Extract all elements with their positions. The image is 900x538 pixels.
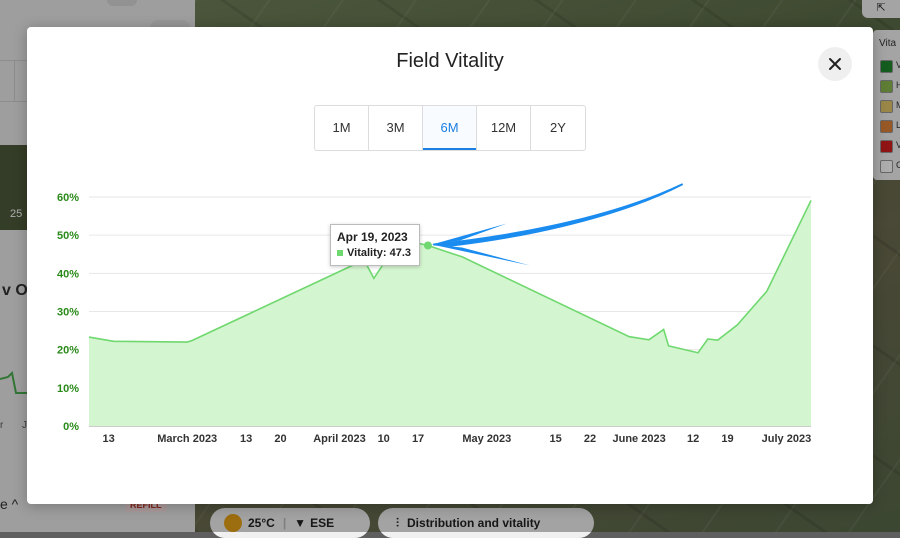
legend-label: L <box>896 120 900 130</box>
chart-bars-icon: ⫶ <box>396 515 400 530</box>
legend-label: V <box>896 60 900 70</box>
x-tick-label: 13 <box>103 433 115 445</box>
distribution-label: Distribution and vitality <box>407 516 541 530</box>
x-tick-label: 13 <box>240 433 252 445</box>
x-tick-label: 19 <box>721 433 733 445</box>
tab-1m[interactable]: 1M <box>315 106 369 150</box>
close-button[interactable] <box>818 47 852 81</box>
y-tick-label: 60% <box>57 192 79 204</box>
collapsible-label[interactable]: e ^ <box>0 496 19 512</box>
x-tick-label: 15 <box>549 433 561 445</box>
highlight-point <box>423 241 432 250</box>
legend-title: Vita <box>879 38 897 49</box>
mini-tick: r <box>0 420 4 431</box>
x-tick-label: July 2023 <box>762 433 812 445</box>
y-tick-label: 30% <box>57 307 79 319</box>
y-tick-label: 10% <box>57 383 79 395</box>
map-corner-button[interactable]: ⇱ <box>862 0 900 18</box>
legend-swatch <box>880 80 893 93</box>
wind-direction: ESE <box>310 516 335 530</box>
tab-6m[interactable]: 6M <box>423 106 477 150</box>
x-tick-label: 17 <box>412 433 424 445</box>
x-tick-label: 12 <box>687 433 699 445</box>
tooltip-date: Apr 19, 2023 <box>337 230 408 244</box>
series-swatch <box>337 250 343 256</box>
x-tick-label: 20 <box>274 433 286 445</box>
arrow-shaft <box>432 183 683 247</box>
blue-arrow-annotation <box>431 183 683 266</box>
legend-swatch <box>880 120 893 133</box>
background-top-button[interactable] <box>107 0 137 6</box>
close-icon <box>829 58 841 70</box>
wind-direction-icon: ▼ <box>294 516 307 530</box>
sun-icon <box>224 514 242 532</box>
mini-tick: J <box>22 420 27 431</box>
tab-2y[interactable]: 2Y <box>550 120 566 135</box>
tab-12m[interactable]: 12M <box>477 106 531 150</box>
legend-swatch <box>880 160 893 173</box>
legend-label: H <box>896 80 900 90</box>
tab-3m[interactable]: 3M <box>369 106 423 150</box>
temperature: 25°C <box>248 516 275 530</box>
x-tick-label: 22 <box>584 433 596 445</box>
y-tick-label: 50% <box>57 230 79 242</box>
y-tick-label: 20% <box>57 345 79 357</box>
legend-label: C <box>896 160 900 170</box>
range-tabs: 1M 3M 6M 12M 2Y <box>314 105 586 151</box>
field-vitality-modal: Field Vitality 1M 3M 6M 12M 2Y 0% 10% 20% 3… <box>27 27 873 504</box>
legend-label: V <box>896 140 900 150</box>
y-tick-label: 40% <box>57 268 79 280</box>
thumbnail-label: 25 <box>10 208 23 220</box>
arrow-head-lower <box>431 244 530 266</box>
y-tick-label: 0% <box>63 421 79 433</box>
x-tick-label: April 2023 <box>313 433 366 445</box>
legend-swatch <box>880 100 893 113</box>
tooltip-value: Vitality: 47.3 <box>347 247 411 259</box>
x-tick-label: June 2023 <box>612 433 665 445</box>
x-tick-label: March 2023 <box>157 433 217 445</box>
field-thumbnail[interactable] <box>0 145 30 230</box>
x-tick-label: May 2023 <box>462 433 511 445</box>
modal-title: Field Vitality <box>396 50 504 72</box>
chart-tooltip: Apr 19, 2023 Vitality: 47.3 <box>330 224 420 266</box>
arrow-head-upper <box>431 223 507 245</box>
series-line <box>88 200 812 354</box>
x-tick-label: 10 <box>378 433 390 445</box>
vitality-chart[interactable]: 0% 10% 20% 30% 40% 50% 60% 13 March 2023 13 20 Apr… <box>27 27 873 457</box>
legend-label: M <box>896 100 900 110</box>
mini-chart <box>0 370 30 394</box>
series-area <box>89 200 811 426</box>
legend-swatch <box>880 140 893 153</box>
legend-swatch <box>880 60 893 73</box>
